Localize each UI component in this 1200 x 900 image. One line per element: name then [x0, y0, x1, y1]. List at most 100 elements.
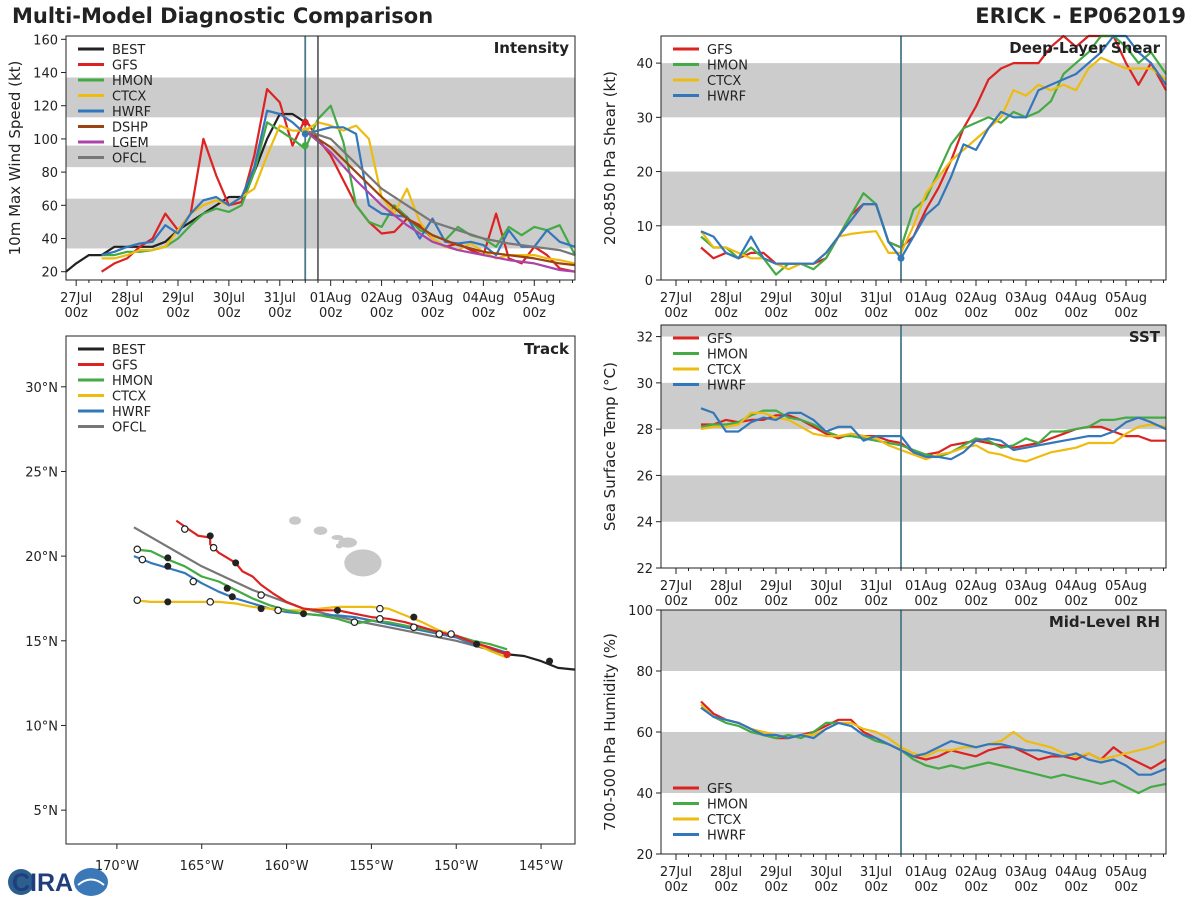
shaded-band	[66, 77, 575, 118]
map-background	[66, 336, 575, 844]
legend-label-ctcx: CTCX	[112, 90, 146, 105]
x-tick-label-hour: 00z	[268, 306, 292, 321]
track-line-ctcx	[133, 599, 508, 659]
storm-identifier: ERICK - EP062019	[975, 4, 1186, 28]
x-tick-label-date: 30Jul	[810, 865, 842, 880]
track-marker-filled	[257, 605, 265, 613]
hawaii-island	[338, 537, 357, 548]
y-tick-label: 5°N	[34, 804, 59, 819]
x-tick-label-hour: 00z	[1014, 880, 1038, 895]
track-marker-open	[138, 555, 147, 564]
x-tick-label-hour: 00z	[664, 880, 688, 895]
x-tick-label-date: 28Jul	[710, 865, 742, 880]
y-tick-label: 20	[636, 166, 653, 181]
x-tick-label: 165°W	[180, 859, 224, 874]
x-tick-label-date: 01Aug	[905, 291, 947, 306]
y-tick-label: 20	[41, 266, 58, 281]
legend-label-hwrf: HWRF	[707, 829, 746, 844]
track-marker-filled	[223, 584, 231, 592]
x-tick-label-hour: 00z	[814, 594, 838, 609]
x-tick-label-date: 29Jul	[760, 865, 792, 880]
x-tick-label-date: 28Jul	[710, 579, 742, 594]
y-tick-label: 28	[636, 423, 653, 438]
track-marker-open	[189, 577, 198, 586]
shaded-band	[661, 475, 1166, 522]
x-tick-label-hour: 00z	[914, 594, 938, 609]
y-tick-label: 60	[636, 726, 653, 741]
track-marker-open	[209, 543, 218, 552]
hawaii-island	[335, 543, 343, 549]
legend-label-ctcx: CTCX	[112, 390, 146, 405]
track-marker-open	[376, 614, 384, 623]
y-axis-label: 200-850 hPa Shear (kt)	[601, 71, 619, 245]
y-tick-label: 80	[636, 665, 653, 680]
track-marker-open	[350, 618, 359, 626]
y-tick-label: 30	[636, 377, 653, 392]
track-marker-open	[410, 623, 418, 632]
x-tick-label-date: 03Aug	[1005, 579, 1047, 594]
sst-panel: 22242628303227Jul00z28Jul00z29Jul00z30Ju…	[601, 324, 1167, 609]
x-tick-label-date: 31Jul	[860, 579, 892, 594]
y-tick-label: 80	[41, 166, 58, 181]
x-tick-label: 170°W	[95, 859, 139, 874]
x-tick-label-date: 31Jul	[860, 865, 892, 880]
legend-label-hwrf: HWRF	[112, 405, 151, 420]
track-marker-open	[257, 591, 265, 599]
y-axis-label: Sea Surface Temp (°C)	[601, 362, 619, 531]
shaded-band	[661, 610, 1166, 671]
x-tick-label-hour: 00z	[64, 306, 88, 321]
x-tick-label-hour: 00z	[714, 880, 738, 895]
x-tick-label-date: 02Aug	[955, 291, 997, 306]
x-tick-label-date: 05Aug	[1105, 291, 1147, 306]
x-tick-label-date: 03Aug	[1005, 865, 1047, 880]
y-tick-label: 100	[628, 604, 653, 619]
x-tick-label-hour: 00z	[664, 594, 688, 609]
page-title: Multi-Model Diagnostic Comparison	[12, 4, 434, 28]
shear-panel: 01020304027Jul00z28Jul00z29Jul00z30Jul00…	[601, 34, 1167, 321]
hawaii-island	[344, 549, 382, 577]
y-tick-label: 40	[41, 233, 58, 248]
x-tick-label-hour: 00z	[166, 306, 190, 321]
x-tick-label-hour: 00z	[421, 306, 445, 321]
x-tick-label-date: 31Jul	[264, 291, 296, 306]
y-tick-label: 30°N	[25, 381, 58, 396]
plot-frame	[65, 35, 576, 281]
y-tick-label: 10	[636, 220, 653, 235]
initial-point-hmon	[301, 142, 309, 150]
x-tick-label-hour: 00z	[764, 880, 788, 895]
x-tick-label-date: 03Aug	[1005, 291, 1047, 306]
x-tick-label-hour: 00z	[370, 306, 394, 321]
y-tick-label: 160	[33, 33, 58, 48]
track-marker-filled	[206, 532, 214, 540]
shaded-band	[661, 325, 1166, 337]
x-tick-label-date: 05Aug	[513, 291, 555, 306]
track-marker-filled	[228, 593, 236, 601]
panel-title: Track	[524, 340, 570, 358]
track-panel: 170°W 165°W 160°W 155°W 150°W 145°W 5°N 10°N 15°…	[25, 335, 576, 874]
legend-label-hmon: HMON	[707, 59, 748, 74]
x-tick-label-date: 01Aug	[310, 291, 352, 306]
x-tick-label-hour: 00z	[814, 880, 838, 895]
panel-title: Intensity	[494, 39, 570, 57]
legend-label-gfs: GFS	[707, 332, 733, 347]
y-tick-label: 20	[636, 848, 653, 863]
x-tick-label-hour: 00z	[864, 306, 888, 321]
x-tick-label-date: 30Jul	[213, 291, 245, 306]
track-marker-filled	[410, 613, 418, 621]
x-tick-label-date: 03Aug	[412, 291, 454, 306]
series-line-hmon	[700, 706, 1167, 795]
x-tick-label-date: 01Aug	[905, 579, 947, 594]
track-marker-filled	[300, 610, 308, 618]
series-line-hwrf	[700, 34, 1167, 265]
logo-text: CIRA	[12, 869, 73, 897]
x-tick-label-hour: 00z	[1014, 594, 1038, 609]
x-tick-label-date: 04Aug	[462, 291, 504, 306]
shaded-band	[661, 171, 1166, 226]
x-tick-label-date: 29Jul	[760, 579, 792, 594]
x-tick-label-hour: 00z	[523, 306, 547, 321]
x-tick-label-hour: 00z	[864, 880, 888, 895]
legend-label-hmon: HMON	[112, 74, 153, 89]
y-tick-label: 40	[636, 787, 653, 802]
x-tick-label-hour: 00z	[914, 880, 938, 895]
